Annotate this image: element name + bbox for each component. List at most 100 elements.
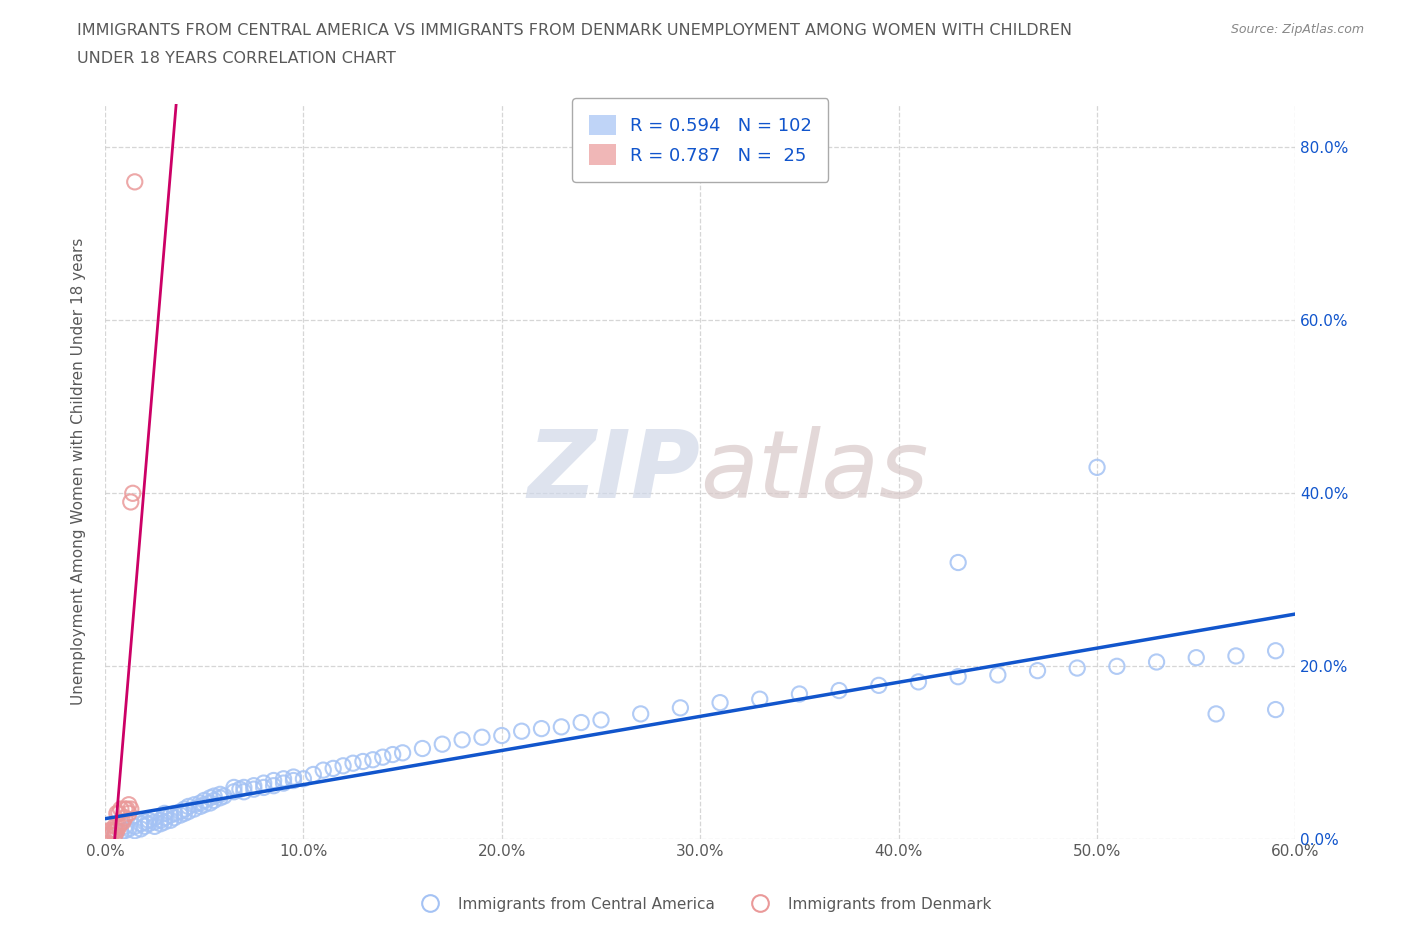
Point [124,823,146,838]
Point [669,700,692,715]
Point [283,770,305,785]
Point [138,817,160,831]
Point [273,771,295,786]
Text: ZIP: ZIP [527,426,700,518]
Point [1026,663,1049,678]
Point [709,696,731,711]
Point [391,745,413,760]
Point [209,787,232,802]
Text: IMMIGRANTS FROM CENTRAL AMERICA VS IMMIGRANTS FROM DENMARK UNEMPLOYMENT AMONG WO: IMMIGRANTS FROM CENTRAL AMERICA VS IMMIG… [77,23,1073,38]
Point [153,810,176,825]
Point [120,495,142,510]
Point [169,804,191,819]
Point [183,797,205,812]
Point [110,815,132,830]
Point [451,733,474,748]
Point [159,813,181,828]
Point [1066,660,1088,675]
Point [104,828,127,843]
Point [748,692,770,707]
Point [121,485,143,500]
Legend: Immigrants from Central America, Immigrants from Denmark: Immigrants from Central America, Immigra… [409,891,997,918]
Point [946,555,969,570]
Point [229,782,252,797]
Point [110,825,132,840]
Point [987,668,1010,683]
Point [101,823,124,838]
Point [789,686,811,701]
Point [907,674,929,689]
Point [177,799,200,814]
Point [138,813,160,828]
Point [173,802,195,817]
Point [381,747,404,762]
Point [104,823,127,838]
Point [149,817,172,831]
Point [114,823,136,838]
Point [114,810,136,825]
Point [118,821,141,836]
Point [302,767,325,782]
Point [163,810,186,825]
Point [188,795,211,810]
Point [198,795,221,810]
Point [253,776,276,790]
Point [263,778,285,793]
Point [129,817,152,831]
Point [371,750,394,764]
Point [143,810,166,825]
Point [159,807,181,822]
Point [530,721,553,736]
Point [202,793,225,808]
Point [114,802,136,817]
Point [115,802,138,817]
Point [100,828,122,843]
Point [471,730,494,745]
Point [589,712,612,727]
Point [1185,650,1208,665]
Point [143,819,166,834]
Point [352,754,374,769]
Point [108,819,131,834]
Point [105,819,128,834]
Point [97,823,120,838]
Point [105,806,128,821]
Point [100,823,122,838]
Point [1264,644,1286,658]
Point [222,784,245,799]
Point [868,678,890,693]
Point [283,773,305,788]
Point [153,815,176,830]
Point [212,789,235,804]
Point [232,780,254,795]
Point [169,807,191,822]
Point [118,806,141,821]
Point [1105,658,1128,673]
Point [193,793,215,808]
Point [411,741,433,756]
Point [163,806,186,821]
Point [134,819,156,834]
Text: atlas: atlas [700,426,928,517]
Text: Source: ZipAtlas.com: Source: ZipAtlas.com [1230,23,1364,36]
Point [569,715,592,730]
Point [104,823,127,838]
Point [124,175,146,190]
Point [149,813,172,828]
Point [432,737,454,751]
Point [263,773,285,788]
Point [198,790,221,805]
Point [630,707,652,722]
Point [193,797,215,812]
Point [361,752,384,767]
Point [173,806,195,821]
Point [105,823,128,838]
Point [188,799,211,814]
Point [312,763,335,777]
Point [1225,648,1247,663]
Legend: R = 0.594   N = 102, R = 0.787   N =  25: R = 0.594 N = 102, R = 0.787 N = 25 [572,99,828,181]
Point [1085,460,1108,475]
Point [108,806,131,821]
Point [1205,707,1227,722]
Point [243,782,266,797]
